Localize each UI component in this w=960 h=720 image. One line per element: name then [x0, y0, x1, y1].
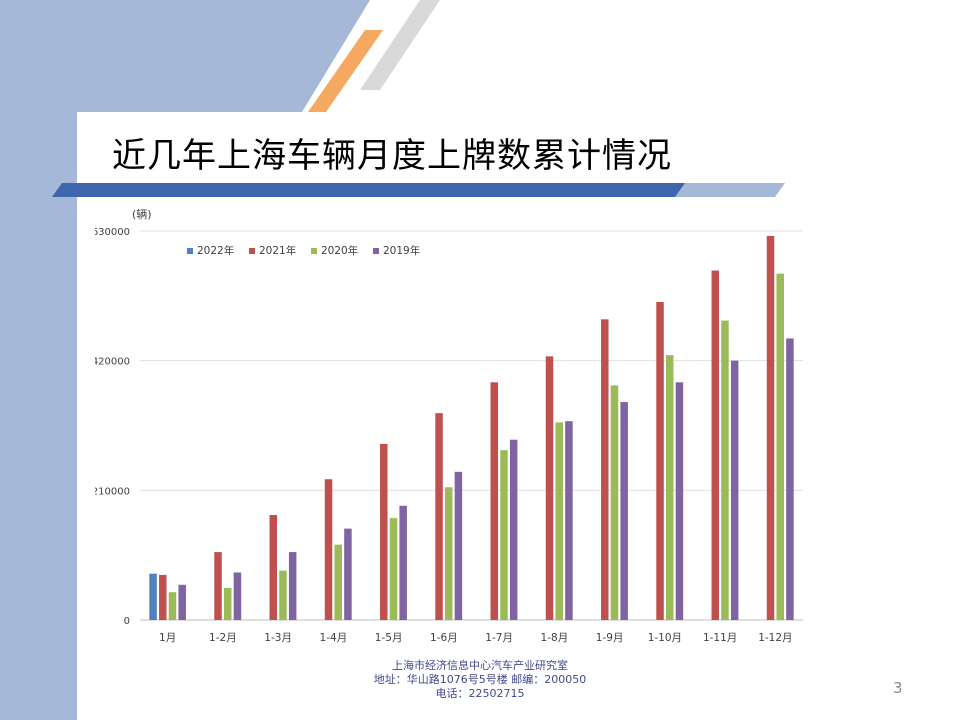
- footer-address: 地址：华山路1076号5号楼 邮编：200050: [373, 673, 587, 686]
- x-tick-label: 1-10月: [648, 632, 682, 644]
- bar-2020年-1-11月: [721, 320, 729, 620]
- x-tick-label: 1-4月: [320, 632, 348, 644]
- y-axis-unit-label: (辆): [132, 207, 152, 221]
- bar-2021年-1-12月: [766, 235, 775, 620]
- legend: 2022年 2021年 2020年 2019年: [187, 244, 420, 257]
- bar-chart: (辆) 0 210000 420000 630000 1月 1-2月 1-3月 1-4月 1-5…: [95, 207, 803, 644]
- left-decorative-band: [0, 0, 77, 720]
- legend-swatch-2019年: [373, 248, 379, 254]
- title-underline: [40, 183, 785, 197]
- legend-label: 2019年: [383, 244, 420, 257]
- bar-2020年-1-6月: [444, 487, 453, 620]
- bar-2019年-1-4月: [344, 528, 352, 620]
- bar-2021年-1-3月: [269, 515, 278, 620]
- bar-2019年-1-8月: [565, 421, 573, 620]
- slide-title: 近几年上海车辆月度上牌数累计情况: [112, 136, 672, 176]
- legend-swatch-2022年: [187, 248, 193, 254]
- bar-2021年-1-8月: [545, 356, 554, 620]
- bar-2021年-1-4月: [324, 479, 333, 620]
- x-tick-label: 1-6月: [430, 632, 458, 644]
- bar-2021年-1-9月: [601, 319, 609, 620]
- bar-2022年-1月: [149, 573, 157, 620]
- bar-2019年-1月: [178, 584, 186, 620]
- bar-2021年-1月: [159, 574, 167, 620]
- bar-2021年-1-11月: [711, 270, 720, 620]
- bar-2021年-1-2月: [214, 552, 222, 620]
- bar-2020年-1-12月: [776, 273, 784, 620]
- bar-2019年-1-10月: [675, 382, 684, 620]
- y-tick-label: 210000: [95, 486, 130, 497]
- bar-2019年-1-2月: [233, 572, 242, 620]
- x-tick-label: 1-5月: [375, 632, 403, 644]
- bar-layer: [149, 235, 794, 620]
- y-tick-label: 0: [124, 616, 130, 627]
- orange-stripe: [308, 30, 383, 112]
- legend-swatch-2021年: [249, 248, 255, 254]
- y-tick-label: 420000: [95, 357, 130, 368]
- bar-2020年-1-9月: [610, 385, 619, 620]
- bar-2019年-1-7月: [509, 439, 518, 620]
- x-tick-label: 1-11月: [703, 632, 737, 644]
- bar-2021年-1-7月: [490, 382, 499, 620]
- bar-2020年-1-4月: [334, 544, 342, 620]
- bar-2019年-1-6月: [454, 471, 463, 620]
- bar-2020年-1-7月: [500, 450, 508, 620]
- bar-2021年-1-5月: [380, 444, 388, 620]
- legend-swatch-2020年: [311, 248, 317, 254]
- x-tick-label: 1-9月: [596, 632, 624, 644]
- bar-2020年-1-3月: [279, 570, 287, 620]
- bar-2021年-1-6月: [435, 413, 443, 620]
- legend-label: 2022年: [197, 244, 234, 257]
- x-tick-label: 1月: [159, 632, 176, 644]
- legend-label: 2020年: [321, 244, 358, 257]
- page-number: 3: [893, 679, 903, 697]
- bar-2020年-1月: [168, 592, 177, 620]
- bar-2020年-1-5月: [389, 518, 398, 620]
- bar-2019年-1-11月: [730, 360, 739, 620]
- bar-2020年-1-10月: [665, 355, 674, 620]
- x-tick-label: 1-3月: [264, 632, 292, 644]
- footer-phone: 电话：22502715: [435, 687, 525, 700]
- bar-2019年-1-12月: [786, 338, 794, 620]
- grid-layer: [140, 230, 803, 621]
- bar-2020年-1-2月: [223, 587, 232, 620]
- legend-label: 2021年: [259, 244, 296, 257]
- bar-2020年-1-8月: [555, 422, 563, 620]
- bar-2019年-1-5月: [399, 505, 407, 620]
- x-tick-label: 1-8月: [541, 632, 569, 644]
- x-tick-label: 1-7月: [485, 632, 513, 644]
- bar-2019年-1-3月: [288, 552, 297, 620]
- x-tick-label: 1-12月: [758, 632, 792, 644]
- footer-org-name: 上海市经济信息中心汽车产业研究室: [392, 659, 568, 672]
- bar-2019年-1-9月: [620, 402, 628, 620]
- x-tick-label: 1-2月: [209, 632, 237, 644]
- bar-2021年-1-10月: [656, 302, 664, 620]
- label-layer: 0 210000 420000 630000 1月 1-2月 1-3月 1-4月 1-5月 1-6…: [95, 227, 793, 644]
- gray-stripe: [360, 0, 440, 90]
- y-tick-label: 630000: [95, 227, 130, 238]
- footer-contact: 上海市经济信息中心汽车产业研究室 地址：华山路1076号5号楼 邮编：20005…: [330, 659, 630, 701]
- top-decorative-band: [0, 0, 440, 112]
